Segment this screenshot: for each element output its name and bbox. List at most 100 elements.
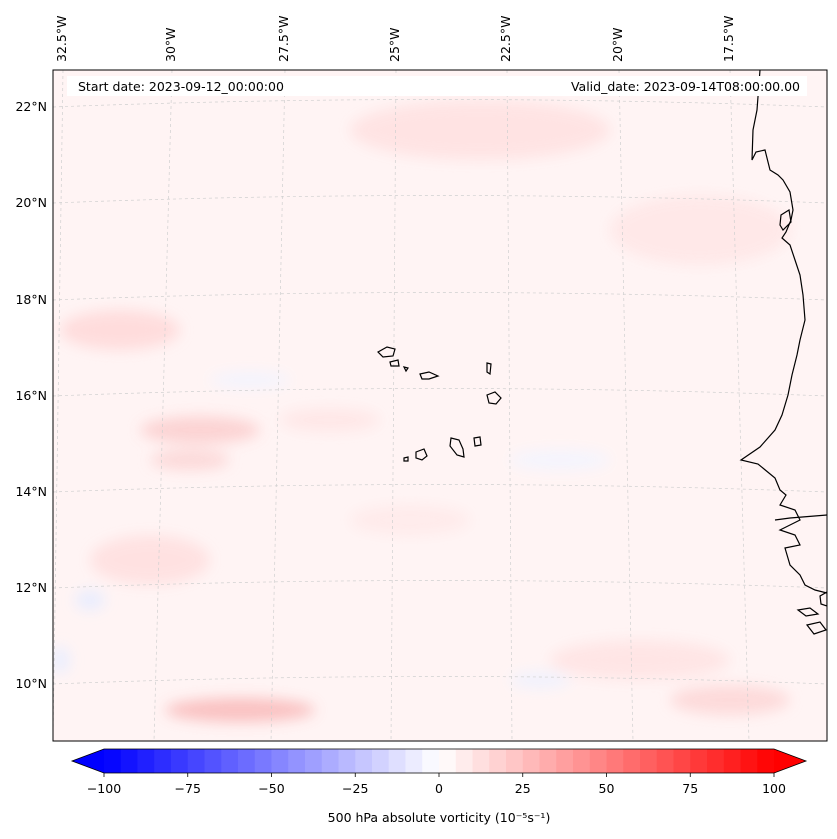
colorbar-step <box>221 749 239 773</box>
colorbar-tick-label: −25 <box>342 781 368 796</box>
colorbar-step <box>707 749 725 773</box>
colorbar-step <box>305 749 323 773</box>
longitude-labels: 32.5°W 30°W 27.5°W 25°W 22.5°W 20°W 17.5… <box>54 16 736 62</box>
colorbar-step <box>405 749 423 773</box>
meridian-32-5w <box>53 70 64 741</box>
date-banner-background <box>67 76 807 96</box>
sao-nicolau-island <box>419 371 440 380</box>
parallel-20n <box>53 195 827 204</box>
colorbar-tick-label: −50 <box>258 781 284 796</box>
colorbar-tick-label: 25 <box>515 781 531 796</box>
lat-label: 20°N <box>15 195 47 210</box>
sal-island <box>486 362 492 376</box>
colorbar-step <box>573 749 591 773</box>
map-background <box>53 70 827 741</box>
map-frame <box>52 69 828 742</box>
colorbar-tick-label: −75 <box>175 781 201 796</box>
colorbar-step <box>372 749 390 773</box>
bijagos-island-3 <box>819 591 827 607</box>
colorbar-step <box>455 749 474 773</box>
colorbar-max-extension <box>774 749 806 773</box>
colorbar-step <box>656 749 675 773</box>
colorbar-step <box>238 749 256 773</box>
parallel-10n <box>53 676 827 685</box>
santo-antao-island <box>377 346 396 358</box>
colorbar-step <box>254 749 273 773</box>
colorbar-step <box>120 749 139 773</box>
vorticity-field <box>53 100 790 722</box>
colorbar-step <box>757 749 775 773</box>
meridian-17-5w <box>729 70 750 741</box>
lat-label: 22°N <box>15 99 47 114</box>
colorbar-step <box>422 749 440 773</box>
canary-island <box>779 209 792 231</box>
colorbar-step <box>623 749 641 773</box>
colorbar-tick-label: 100 <box>762 781 786 796</box>
colorbar-step <box>556 749 574 773</box>
lon-label: 27.5°W <box>276 16 291 62</box>
lon-label: 22.5°W <box>498 16 513 62</box>
colorbar-tick-label: 75 <box>682 781 698 796</box>
bijagos-island-1 <box>796 607 820 617</box>
parallel-12n <box>53 580 827 589</box>
colorbar-step <box>606 749 624 773</box>
lat-label: 18°N <box>15 292 47 307</box>
lat-label: 14°N <box>15 484 47 499</box>
colorbar-step <box>522 749 541 773</box>
colorbar-step <box>740 749 758 773</box>
colorbar-tick-label: 50 <box>599 781 615 796</box>
colorbar-ticks: −100 −75 −50 −25 0 25 50 75 100 <box>87 773 786 796</box>
colorbar-step <box>137 749 155 773</box>
colorbar-step <box>204 749 222 773</box>
maio-island <box>473 436 482 447</box>
colorbar-step <box>288 749 306 773</box>
latitude-labels: 22°N 20°N 18°N 16°N 14°N 12°N 10°N <box>15 99 47 691</box>
lon-label: 32.5°W <box>54 16 69 62</box>
colorbar-step <box>154 749 172 773</box>
colorbar-tick-label: −100 <box>87 781 121 796</box>
fogo-island <box>415 448 428 461</box>
colorbar-step <box>104 749 122 773</box>
colorbar-label: 500 hPa absolute vorticity (10⁻⁵s⁻¹) <box>328 810 551 825</box>
lat-label: 10°N <box>15 676 47 691</box>
sao-vicente-island <box>389 359 400 367</box>
parallel-16n <box>53 388 827 397</box>
valid-date-label: Valid_date: 2023-09-14T08:00:00.00 <box>571 79 800 94</box>
santa-luzia-island <box>402 366 409 373</box>
lon-label: 25°W <box>387 27 402 62</box>
colorbar-step <box>171 749 189 773</box>
colorbar-step <box>589 749 608 773</box>
map-panel: Start date: 2023-09-12_00:00:00 Valid_da… <box>52 69 828 742</box>
colorbar-step <box>489 749 507 773</box>
parallel-22n <box>53 99 827 108</box>
colorbar-step <box>355 749 373 773</box>
colorbar-step <box>723 749 742 773</box>
guinea-bissau-coast <box>774 514 827 521</box>
colorbar-step <box>271 749 289 773</box>
colorbar: −100 −75 −50 −25 0 25 50 75 100 500 hPa absolute… <box>70 748 808 825</box>
colorbar-step <box>506 749 524 773</box>
colorbar-step <box>388 749 407 773</box>
colorbar-step <box>673 749 691 773</box>
meridian-27-5w <box>270 70 286 741</box>
bijagos-island-2 <box>805 621 827 635</box>
colorbar-step <box>187 749 206 773</box>
meridian-25w <box>390 70 397 741</box>
santiago-island <box>449 437 465 458</box>
colorbar-step <box>472 749 490 773</box>
colorbar-step <box>321 749 340 773</box>
colorbar-step <box>640 749 658 773</box>
brava-island <box>403 456 409 462</box>
lon-label: 17.5°W <box>721 16 736 62</box>
lon-label: 30°W <box>163 27 178 62</box>
lat-label: 12°N <box>15 580 47 595</box>
colorbar-tick-label: 0 <box>435 781 443 796</box>
colorbar-step <box>690 749 708 773</box>
africa-coast <box>739 70 827 594</box>
colorbar-step <box>439 749 457 773</box>
lat-label: 16°N <box>15 388 47 403</box>
coastline <box>739 70 827 635</box>
meridian-30w <box>153 70 173 741</box>
start-date-label: Start date: 2023-09-12_00:00:00 <box>78 79 284 94</box>
